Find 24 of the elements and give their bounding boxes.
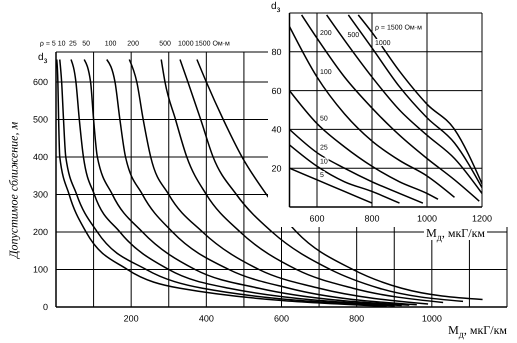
y-tick-label: 40 (271, 124, 282, 135)
x-tick-label: 200 (124, 313, 139, 324)
y-axis-title: Допустимое сближение, м (6, 122, 22, 258)
x-tick-label: 600 (309, 213, 325, 224)
y-tick-label: 300 (32, 190, 48, 200)
y-tick-label: 80 (271, 46, 282, 57)
y-tick-label: 500 (32, 114, 48, 125)
y-tick-label: 600 (32, 77, 48, 88)
x-tick-label: 1200 (472, 213, 492, 224)
y-tick-label: 60 (271, 86, 282, 96)
y-tick-label: 0 (42, 302, 48, 312)
y-tick-label: 100 (32, 264, 48, 275)
y-tick-label: 400 (32, 152, 48, 162)
x-tick-label: 1000 (422, 313, 442, 324)
y-axis-title: d$_{з}$ (271, 1, 280, 14)
x-tick-label: 800 (364, 213, 380, 224)
x-axis-title: M$_{д}$, мкГ/км (447, 323, 508, 340)
y-tick-label: 20 (271, 163, 282, 174)
text: d$_{з}$ (38, 52, 48, 65)
x-tick-label: 1000 (416, 213, 438, 224)
x-tick-label: 400 (198, 313, 214, 324)
y-tick-label: 200 (32, 227, 48, 238)
x-tick-label: 800 (349, 313, 364, 324)
x-axis-title: M$_{д}$, мкГ/км (425, 226, 486, 244)
